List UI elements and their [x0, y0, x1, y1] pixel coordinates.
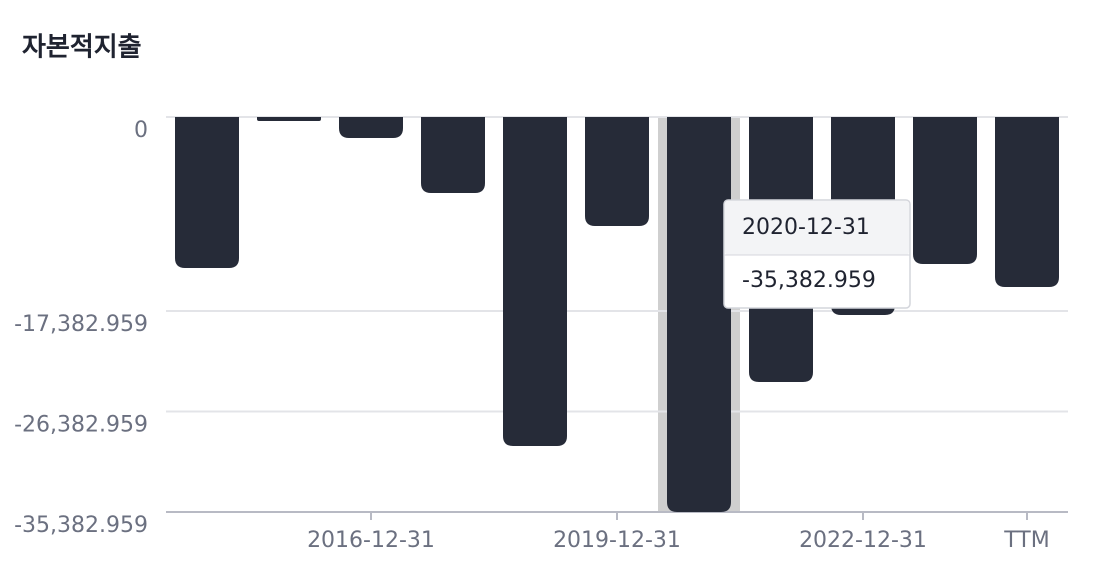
- bar: [421, 117, 485, 194]
- y-tick-label: 0: [134, 118, 148, 143]
- y-tick-label: -35,382.959: [14, 513, 148, 538]
- bar: [585, 117, 649, 227]
- bar: [175, 117, 239, 269]
- x-tick-label: TTM: [1003, 528, 1049, 553]
- y-tick-label: -17,382.959: [14, 312, 148, 337]
- bar: [995, 117, 1059, 288]
- bar: [503, 117, 567, 447]
- tooltip-title: 2020-12-31: [742, 215, 870, 240]
- x-tick-label: 2022-12-31: [799, 528, 927, 553]
- bar: [257, 117, 321, 121]
- tooltip-header: [725, 201, 909, 255]
- bar: [913, 117, 977, 265]
- x-tick-label: 2016-12-31: [307, 528, 435, 553]
- y-tick-label: -26,382.959: [14, 413, 148, 438]
- bar: [339, 117, 403, 138]
- x-tick-label: 2019-12-31: [553, 528, 681, 553]
- tooltip: 2020-12-31 -35,382.959: [723, 199, 911, 309]
- tooltip-value: -35,382.959: [742, 268, 876, 293]
- bar: [667, 117, 731, 512]
- chart-title: 자본적지출: [22, 33, 142, 63]
